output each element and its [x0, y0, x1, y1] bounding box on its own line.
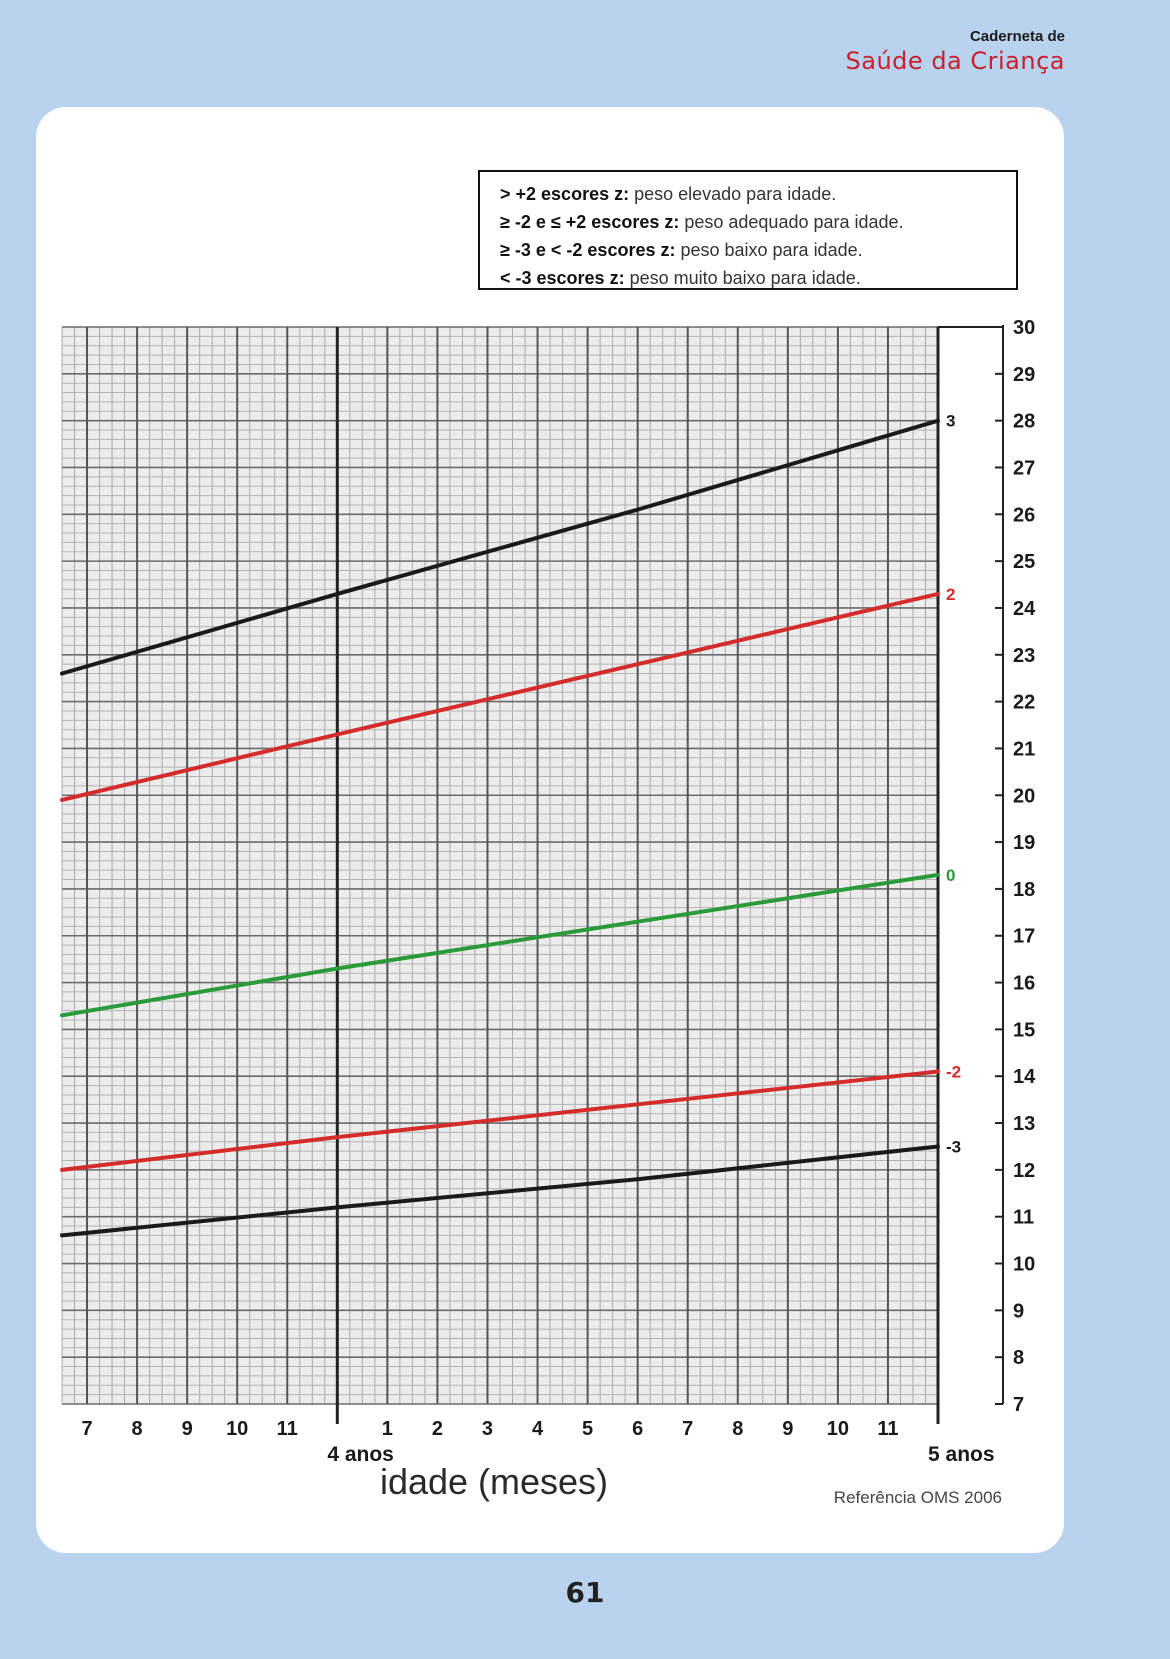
legend-item-text: peso elevado para idade. [629, 184, 837, 204]
brand-title: Saúde da Criança [845, 47, 1065, 75]
y-tick-label: 20 [1013, 785, 1035, 807]
x-tick-label: 8 [732, 1418, 743, 1440]
y-tick-label: 28 [1013, 411, 1035, 433]
right-axis-strip [938, 327, 1003, 1404]
x-tick-label: 9 [782, 1418, 793, 1440]
y-tick-label: 18 [1013, 879, 1035, 901]
y-tick-label: 19 [1013, 832, 1035, 854]
legend-item-bold: ≥ -2 e ≤ +2 escores z: [500, 212, 680, 232]
brand-logo: Caderneta de Saúde da Criança [846, 28, 1065, 75]
y-tick-label: 12 [1013, 1160, 1035, 1182]
chart-legend: > +2 escores z: peso elevado para idade.… [478, 170, 1018, 290]
x-tick-label: 6 [632, 1418, 643, 1440]
series-line [60, 1069, 940, 1172]
y-tick-label: 17 [1013, 926, 1035, 948]
x-tick-label: 7 [81, 1418, 92, 1440]
x-tick-label: 1 [382, 1418, 393, 1440]
legend-item-text: peso baixo para idade. [675, 240, 863, 260]
x-tick-label: 5 [582, 1418, 593, 1440]
legend-item: < -3 escores z: peso muito baixo para id… [500, 264, 1006, 292]
page-number: 61 [565, 1576, 605, 1609]
legend-item-bold: > +2 escores z: [500, 184, 630, 204]
legend-item: ≥ -3 e < -2 escores z: peso baixo para i… [500, 236, 1006, 264]
y-tick-label: 30 [1013, 317, 1035, 339]
y-tick-label: 23 [1013, 645, 1035, 667]
x-tick-label: 11 [277, 1418, 298, 1440]
series-label: -2 [946, 1063, 961, 1082]
year-label: 4 anos [327, 1443, 394, 1466]
legend-item: ≥ -2 e ≤ +2 escores z: peso adequado par… [500, 208, 1006, 236]
x-tick-label: 9 [182, 1418, 193, 1440]
y-tick-label: 26 [1013, 504, 1035, 526]
x-tick-label: 7 [682, 1418, 693, 1440]
legend-item-bold: < -3 escores z: [500, 268, 625, 288]
y-tick-label: 25 [1013, 551, 1035, 573]
y-tick-label: 13 [1013, 1113, 1035, 1135]
y-tick-label: 15 [1013, 1019, 1035, 1041]
y-tick-label: 9 [1013, 1300, 1024, 1322]
series-label: 2 [946, 585, 955, 604]
series-line [60, 872, 940, 1018]
y-tick-label: 16 [1013, 973, 1035, 995]
x-tick-label: 10 [226, 1418, 248, 1440]
legend-item: > +2 escores z: peso elevado para idade. [500, 180, 1006, 208]
brand-subtitle: Caderneta de [969, 28, 1065, 45]
year-label: 5 anos [928, 1443, 995, 1466]
series-label: -3 [946, 1137, 961, 1156]
y-tick-label: 24 [1013, 598, 1036, 620]
series-line [60, 418, 940, 676]
y-tick-label: 8 [1013, 1347, 1024, 1369]
x-tick-label: 2 [432, 1418, 443, 1440]
x-tick-label: 4 [532, 1418, 544, 1440]
legend-item-text: peso adequado para idade. [679, 212, 904, 232]
x-tick-label: 10 [827, 1418, 849, 1440]
y-tick-label: 7 [1013, 1394, 1024, 1416]
reference-text: Referência OMS 2006 [834, 1488, 1002, 1507]
y-tick-label: 14 [1013, 1066, 1036, 1088]
series-line [60, 591, 940, 802]
x-tick-label: 11 [877, 1418, 898, 1440]
series-label: 3 [946, 412, 955, 431]
x-tick-label: 3 [482, 1418, 493, 1440]
legend-item-bold: ≥ -3 e < -2 escores z: [500, 240, 676, 260]
series-label: 0 [946, 866, 955, 885]
y-tick-label: 11 [1013, 1207, 1034, 1229]
y-tick-label: 21 [1013, 738, 1035, 760]
legend-item-text: peso muito baixo para idade. [624, 268, 861, 288]
y-tick-label: 10 [1013, 1254, 1035, 1276]
y-tick-label: 22 [1013, 692, 1035, 714]
y-tick-label: 29 [1013, 364, 1035, 386]
y-tick-label: 27 [1013, 457, 1035, 479]
x-axis-title: idade (meses) [380, 1461, 608, 1502]
series-line [60, 1144, 940, 1238]
x-tick-label: 8 [132, 1418, 143, 1440]
